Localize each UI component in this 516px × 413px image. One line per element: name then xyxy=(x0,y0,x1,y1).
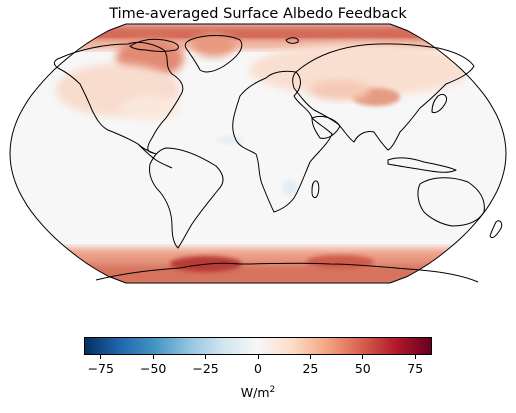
greenland-coast xyxy=(184,35,243,73)
central-america-coast xyxy=(137,143,173,169)
colorbar-tick xyxy=(362,355,364,359)
south-america-coast xyxy=(149,147,224,249)
central-asia-anomaly xyxy=(310,80,370,100)
colorbar xyxy=(84,337,432,355)
australia-coast xyxy=(417,177,485,227)
albedo-feedback-map xyxy=(9,23,507,284)
colorbar-tick xyxy=(414,355,416,359)
colorbar-tick-label: −75 xyxy=(87,361,114,376)
colorbar-tick-label: 50 xyxy=(354,361,371,376)
unit-base: W/m xyxy=(240,385,270,401)
coastlines xyxy=(53,35,503,283)
colorbar-tick xyxy=(309,355,311,359)
greenland-hotspot xyxy=(192,33,236,57)
colorbar-tick-label: 25 xyxy=(302,361,319,376)
arctic-fringe xyxy=(60,40,460,50)
colorbar-tick xyxy=(100,355,102,359)
colorbar-tick-label: −50 xyxy=(139,361,167,376)
svalbard-coast xyxy=(285,37,299,44)
europe-africa-coast xyxy=(232,70,333,213)
colorbar-tick-label: 0 xyxy=(254,361,262,376)
eurasia-anomaly xyxy=(250,44,470,96)
arabia-coast xyxy=(311,115,341,139)
japan-coast xyxy=(431,93,447,113)
north-america-anomaly-2 xyxy=(120,96,180,120)
colorbar-tick xyxy=(152,355,154,359)
asia-coast xyxy=(292,43,475,151)
madagascar-coast xyxy=(311,180,320,199)
colorbar-tick xyxy=(205,355,207,359)
indonesia-coast xyxy=(387,157,457,173)
colorbar-tick-label: −25 xyxy=(192,361,219,376)
antarctica-coast xyxy=(95,262,479,283)
map-boundary xyxy=(9,23,507,284)
tropical-negative-2 xyxy=(282,180,298,196)
tropical-negative-1 xyxy=(216,136,244,144)
colorbar-ticks: −75 −50 −25 0 25 50 75 xyxy=(84,355,432,385)
unit-exponent: 2 xyxy=(269,385,276,395)
colorbar-tick xyxy=(257,355,259,359)
colorbar-tick-label: 75 xyxy=(407,361,424,376)
new-zealand-coast xyxy=(489,220,503,239)
arctic-islands-coast xyxy=(129,38,179,52)
ross-hotspot xyxy=(306,255,374,269)
north-america-coast xyxy=(53,41,184,155)
map-title: Time-averaged Surface Albedo Feedback xyxy=(109,6,407,22)
colorbar-unit-label: W/m2 xyxy=(0,385,516,400)
